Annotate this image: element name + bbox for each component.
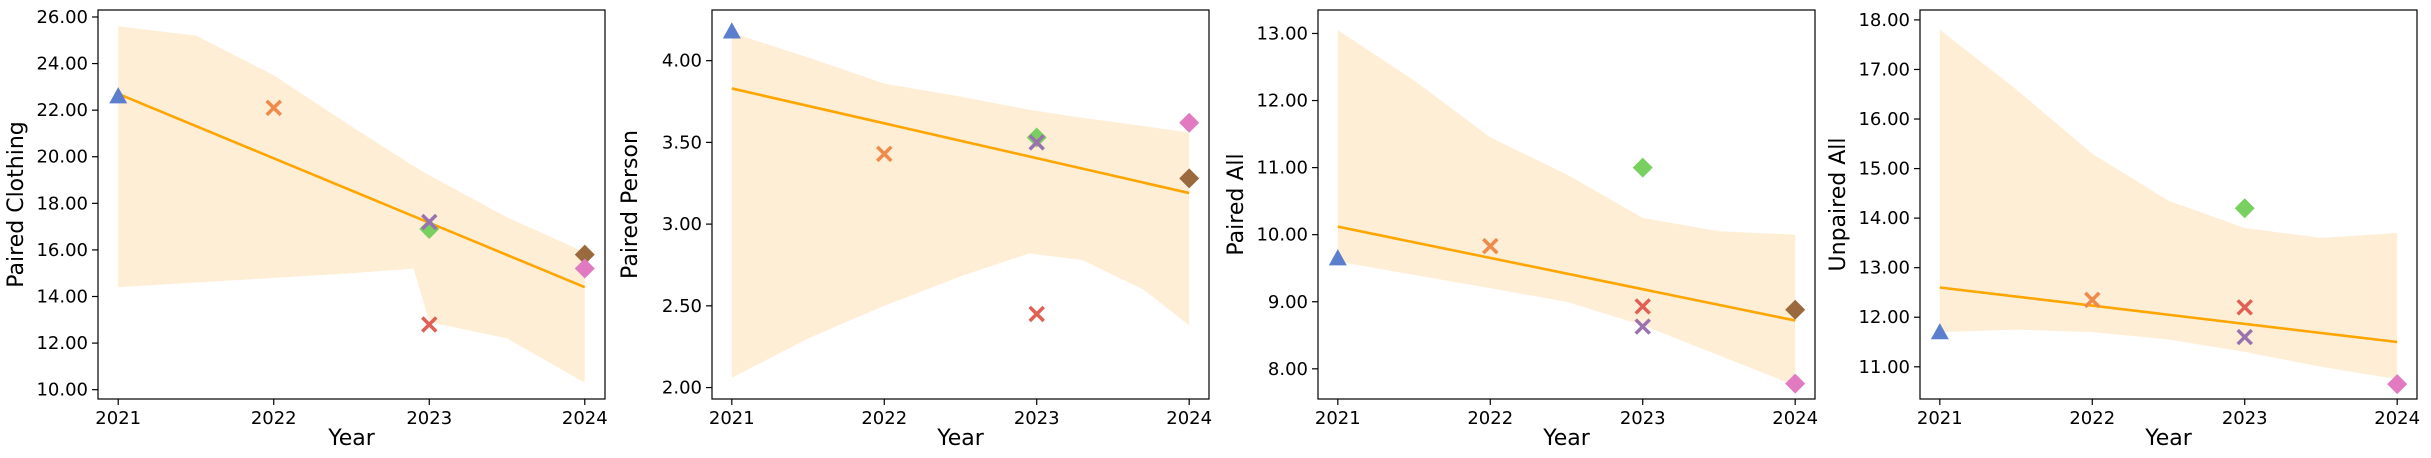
x-tick-label: 2021 (1315, 408, 1361, 429)
x-tick-label: 2021 (709, 408, 755, 429)
data-point (1179, 168, 1200, 189)
data-point (574, 258, 595, 279)
x-axis-label: Year (327, 426, 376, 451)
x-tick-label: 2021 (95, 408, 141, 429)
trend-line (1337, 225, 1796, 322)
y-tick-label: 16.00 (1858, 109, 1910, 130)
x-tick-label: 2022 (861, 408, 907, 429)
y-tick-label: 4.00 (662, 51, 702, 72)
data-point (1930, 323, 1949, 340)
data-point (876, 145, 893, 163)
chart-panel-1: 2021 2022 2023 2024 10.00 12.00 14.00 16.00 18.0… (4, 7, 608, 451)
y-tick-label: 13.00 (1858, 258, 1910, 279)
data-point (2084, 291, 2101, 309)
data-point (1634, 298, 1651, 315)
x-tick-label: 2022 (2069, 408, 2115, 429)
y-tick-label: 12.00 (36, 333, 88, 354)
axes-frame (1919, 9, 2418, 400)
data-point (1785, 373, 1806, 394)
y-axis-label: Paired Person (618, 130, 643, 279)
y-tick-label: 12.00 (1858, 307, 1910, 328)
data-point (1482, 237, 1499, 255)
y-tick-label: 9.00 (1268, 292, 1308, 313)
y-tick-label: 11.00 (1256, 158, 1308, 179)
x-axis-label: Year (1542, 426, 1591, 451)
confidence-band (731, 32, 1190, 378)
y-tick-label: 20.00 (36, 147, 88, 168)
x-tick-label: 2023 (2222, 408, 2268, 429)
y-tick-label: 26.00 (36, 7, 88, 28)
axes-frame (711, 9, 1210, 400)
x-tick-label: 2024 (1166, 408, 1212, 429)
x-tick-label: 2023 (1014, 408, 1060, 429)
data-point (2236, 299, 2253, 316)
trend-line (117, 92, 586, 289)
data-point (1634, 318, 1651, 335)
y-tick-label: 24.00 (36, 54, 88, 75)
y-tick-label: 16.00 (36, 240, 88, 261)
y-tick-label: 3.50 (662, 132, 702, 153)
y-tick-label: 14.00 (1858, 208, 1910, 229)
y-tick-label: 11.00 (1858, 357, 1910, 378)
x-tick-label: 2022 (251, 408, 297, 429)
data-point (421, 213, 438, 231)
chart-panel-4: 2021 2022 2023 2024 11.00 12.00 13.00 14.00 15.0… (1826, 9, 2420, 451)
y-tick-label: 10.00 (1256, 225, 1308, 246)
confidence-band (1337, 30, 1796, 386)
chart-panel-3: 2021 2022 2023 2024 8.00 9.00 10.00 11.00 12.00 1… (1224, 9, 1818, 451)
y-tick-label: 22.00 (36, 100, 88, 121)
data-point (1028, 134, 1045, 151)
y-axis-label: Paired All (1224, 153, 1249, 255)
y-axis-label: Paired Clothing (4, 121, 29, 287)
trend-line (1939, 286, 2398, 344)
data-point (1328, 249, 1347, 266)
data-point (1026, 127, 1047, 148)
y-axis-label: Unpaired All (1826, 138, 1851, 272)
data-point (1028, 305, 1045, 323)
y-tick-label: 10.00 (36, 380, 88, 401)
x-tick-label: 2023 (406, 408, 452, 429)
x-tick-label: 2021 (1917, 408, 1963, 429)
data-point (1632, 157, 1653, 178)
trend-line (731, 87, 1190, 195)
confidence-band (118, 26, 585, 383)
y-tick-label: 8.00 (1268, 359, 1308, 380)
data-point (265, 99, 282, 117)
axes-frame (97, 9, 606, 400)
data-point (1785, 299, 1806, 320)
x-tick-label: 2024 (1772, 408, 1818, 429)
y-tick-label: 12.00 (1256, 91, 1308, 112)
x-tick-label: 2024 (562, 408, 608, 429)
data-point (574, 244, 595, 265)
x-tick-label: 2023 (1620, 408, 1666, 429)
data-point (109, 87, 128, 104)
y-tick-label: 17.00 (1858, 59, 1910, 80)
x-tick-label: 2024 (2374, 408, 2420, 429)
data-point (419, 218, 440, 239)
chart-panel-2: 2021 2022 2023 2024 2.00 2.50 3.00 3.50 4.00 Year… (618, 9, 1212, 451)
y-tick-label: 2.00 (662, 378, 702, 399)
data-point (2234, 198, 2255, 219)
data-point (2236, 328, 2253, 346)
y-tick-label: 2.50 (662, 296, 702, 317)
y-tick-label: 18.00 (1858, 10, 1910, 31)
x-tick-label: 2022 (1467, 408, 1513, 429)
y-tick-label: 18.00 (36, 193, 88, 214)
y-tick-label: 14.00 (36, 287, 88, 308)
x-axis-label: Year (936, 426, 985, 451)
data-point (2387, 374, 2408, 395)
axes-frame (1317, 9, 1816, 400)
confidence-band (1939, 29, 2398, 380)
y-tick-label: 15.00 (1858, 159, 1910, 180)
y-tick-label: 3.00 (662, 214, 702, 235)
x-axis-label: Year (2144, 426, 2193, 451)
data-point (722, 22, 741, 39)
y-tick-label: 13.00 (1256, 23, 1308, 44)
data-point (421, 316, 438, 333)
data-point (1179, 112, 1200, 133)
